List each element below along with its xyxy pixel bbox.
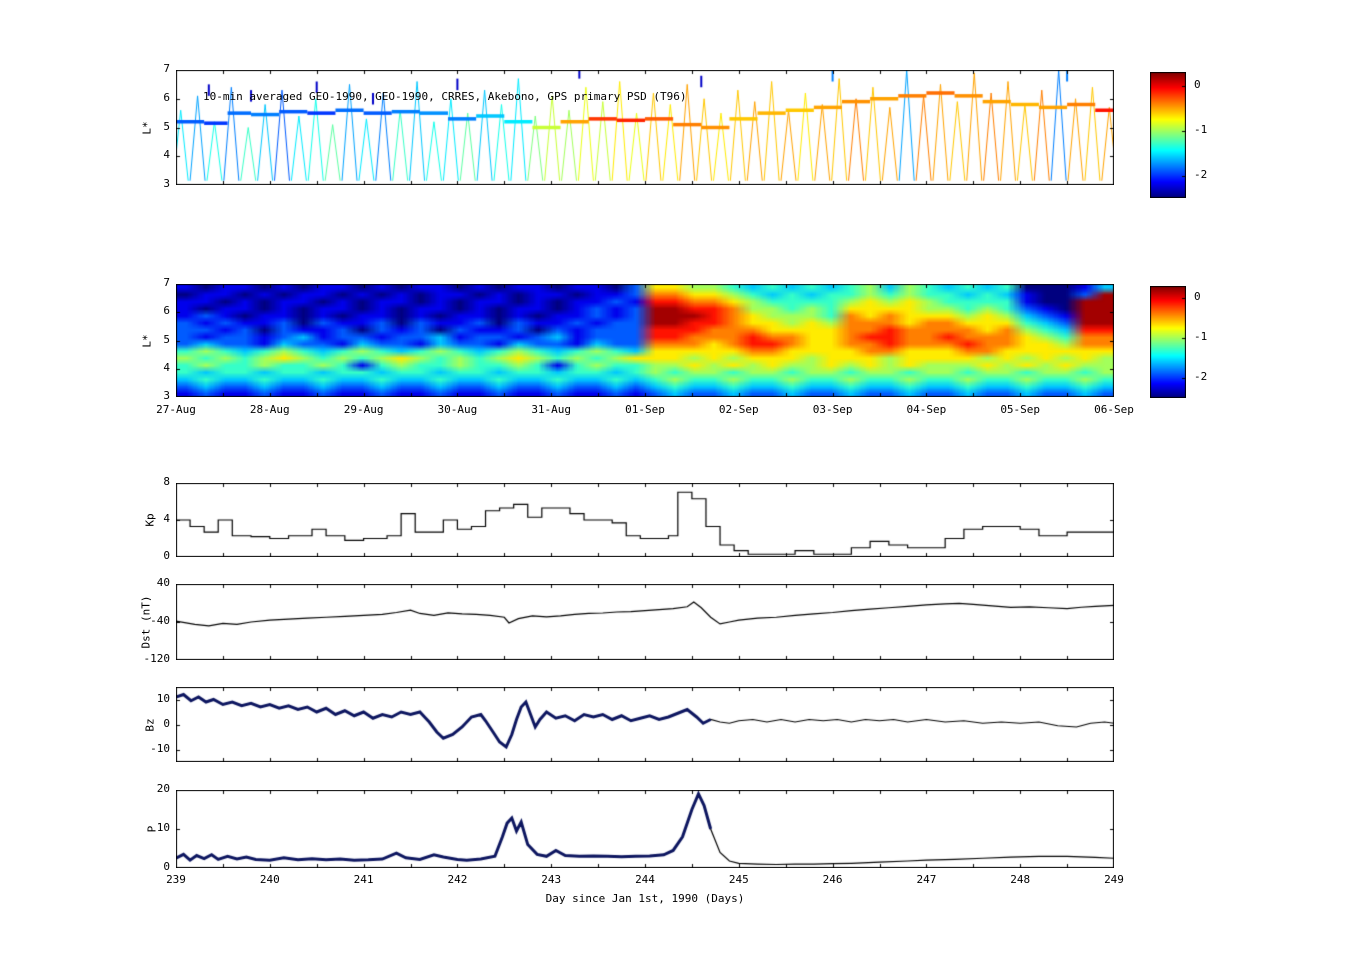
y-tick-label: 3: [163, 389, 170, 402]
y-tick-label: 0: [163, 860, 170, 873]
ylabel-bz: Bz: [143, 718, 157, 732]
y-tick-label: 3: [163, 177, 170, 190]
x-tick-label-day: 241: [353, 873, 374, 886]
x-tick-label-date: 03-Sep: [812, 403, 853, 416]
y-tick-label: 6: [163, 90, 170, 104]
psd-heatmap-canvas: [176, 284, 1114, 397]
y-tick-label: 4: [163, 148, 170, 162]
x-tick-label-date: 02-Sep: [718, 403, 759, 416]
y-tick-label: 8: [163, 475, 170, 488]
x-tick-label-date: 06-Sep: [1094, 403, 1134, 416]
x-tick-label-day: 244: [635, 873, 655, 886]
x-tick-label-day: 242: [447, 873, 468, 886]
y-tick-label: 6: [163, 304, 170, 318]
psd-heatmap-colorbar: [1150, 286, 1186, 398]
x-tick-label-day: 240: [259, 873, 280, 886]
colorbar-tick-label: -2: [1194, 370, 1208, 383]
x-tick-label-date: 30-Aug: [437, 403, 478, 416]
y-tick-label: 5: [163, 119, 170, 133]
y-tick-label: 4: [163, 512, 170, 525]
bz-panel-canvas: [176, 687, 1114, 762]
x-tick-label-date: 29-Aug: [343, 403, 384, 416]
y-tick-label: 4: [163, 360, 170, 374]
x-tick-label-day: 243: [541, 873, 562, 886]
y-tick-label: 5: [163, 332, 170, 346]
x-tick-label-date: 27-Aug: [156, 403, 196, 416]
psd-scatter-canvas: [176, 70, 1114, 185]
x-tick-label-date: 01-Sep: [625, 403, 665, 416]
x-tick-label-date: 31-Aug: [531, 403, 572, 416]
x-tick-label-day: 246: [822, 873, 843, 886]
ylabel-psd-scatter: L*: [140, 121, 154, 135]
p-panel-canvas: [176, 790, 1114, 868]
y-tick-label: 0: [163, 549, 170, 562]
y-tick-label: -10: [150, 741, 170, 755]
y-tick-label: 7: [163, 276, 170, 289]
x-tick-label-date: 05-Sep: [1000, 403, 1041, 416]
x-tick-label-date: 04-Sep: [906, 403, 947, 416]
xaxis-label: Day since Jan 1st, 1990 (Days): [545, 892, 745, 905]
x-tick-label-day: 239: [166, 873, 186, 886]
psd-scatter-colorbar: [1150, 72, 1186, 198]
psd-title: 10-min averaged GEO-1990, GEO-1990, CRRE…: [203, 90, 687, 103]
x-tick-label-day: 249: [1104, 873, 1124, 886]
y-tick-label: 40: [156, 576, 170, 589]
colorbar-tick-label: 0: [1194, 290, 1201, 303]
x-tick-label-date: 28-Aug: [249, 403, 290, 416]
colorbar-tick-label: -1: [1194, 122, 1208, 136]
y-tick-label: -120: [143, 652, 171, 665]
y-tick-label: 10: [156, 691, 170, 705]
y-tick-label: -40: [150, 614, 170, 627]
colorbar-tick-label: 0: [1194, 77, 1201, 91]
colorbar-tick-label: -2: [1194, 167, 1208, 181]
y-tick-label: 0: [163, 716, 170, 730]
y-tick-label: 7: [163, 62, 170, 75]
x-tick-label-day: 247: [916, 873, 937, 886]
x-tick-label-day: 248: [1010, 873, 1031, 886]
kp-panel-canvas: [176, 483, 1114, 557]
ylabel-psd-heatmap: L*: [140, 334, 154, 348]
dst-panel-canvas: [176, 584, 1114, 660]
ylabel-kp: Kp: [143, 513, 157, 527]
x-tick-label-day: 245: [728, 873, 749, 886]
colorbar-tick-label: -1: [1194, 330, 1208, 343]
y-tick-label: 10: [156, 821, 170, 834]
y-tick-label: 20: [156, 782, 170, 795]
